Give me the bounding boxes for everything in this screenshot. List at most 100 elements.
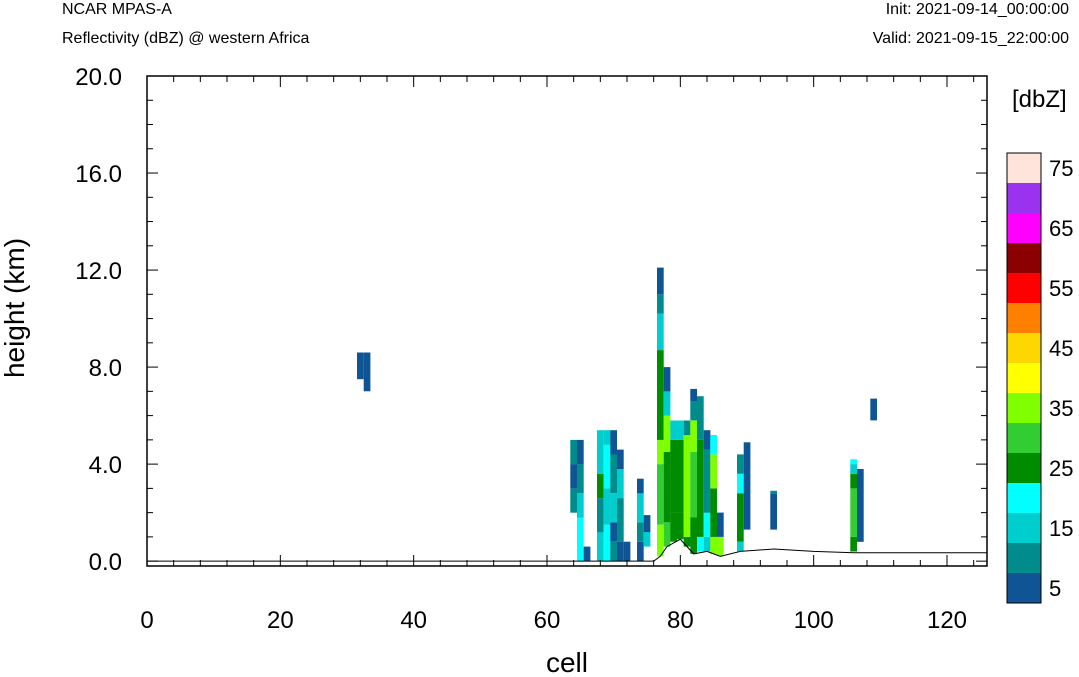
colorbar-swatch (1007, 453, 1041, 483)
colorbar-swatch (1007, 273, 1041, 303)
x-tick-label: 80 (667, 607, 694, 634)
reflectivity-cell (677, 439, 684, 513)
reflectivity-cell (637, 522, 644, 542)
reflectivity-cell (577, 493, 584, 518)
colorbar-label: 15 (1049, 516, 1073, 541)
reflectivity-cell (657, 350, 664, 440)
reflectivity-cell (770, 493, 777, 530)
valid-time: Valid: 2021-09-15_22:00:00 (872, 30, 1069, 47)
reflectivity-cell (850, 488, 857, 537)
reflectivity-cell (617, 541, 624, 562)
model-title: NCAR MPAS-A (62, 1, 172, 18)
reflectivity-cell (717, 536, 724, 557)
colorbar: 5 15 25 35 45 55 65 75 (1006, 152, 1073, 604)
colorbar-swatch (1007, 573, 1041, 603)
reflectivity-cell (743, 442, 751, 469)
reflectivity-cell (683, 420, 691, 436)
y-tick-label: 16.0 (75, 161, 122, 188)
colorbar-units: [dbZ] (1012, 86, 1067, 113)
colorbar-label: 65 (1049, 216, 1073, 241)
colorbar-swatch (1007, 183, 1041, 213)
reflectivity-cell (610, 541, 617, 562)
reflectivity-cell (597, 498, 604, 533)
reflectivity-cell (850, 464, 857, 474)
reflectivity-cell (663, 522, 671, 547)
colorbar-label: 35 (1049, 396, 1073, 421)
reflectivity-cell (570, 464, 577, 489)
reflectivity-cell (683, 536, 691, 547)
reflectivity-cell (657, 524, 664, 557)
reflectivity-cell (663, 391, 671, 416)
terrain-line (147, 538, 987, 562)
reflectivity-cell (357, 352, 364, 380)
reflectivity-cell (570, 488, 577, 513)
colorbar-swatch (1007, 483, 1041, 513)
reflectivity-cell (670, 512, 677, 542)
reflectivity-cell (657, 267, 664, 295)
colorbar-swatch (1007, 333, 1041, 363)
y-tick-label: 0.0 (89, 549, 122, 576)
reflectivity-cell (670, 439, 677, 513)
reflectivity-cell (717, 512, 724, 537)
reflectivity-cell (710, 454, 717, 489)
x-axis-label: cell (546, 647, 588, 677)
reflectivity-cell (710, 536, 717, 554)
reflectivity-cell (663, 452, 671, 523)
x-tick-label: 0 (140, 607, 153, 634)
reflectivity-cell (617, 498, 624, 542)
reflectivity-cell (610, 430, 617, 455)
reflectivity-cell (657, 464, 664, 525)
reflectivity-cell (603, 488, 611, 525)
colorbar-swatch (1007, 303, 1041, 333)
reflectivity-cell (603, 430, 611, 445)
reflectivity-cell (850, 536, 857, 552)
reflectivity-cell (737, 493, 744, 542)
init-time: Init: 2021-09-14_00:00:00 (885, 1, 1069, 18)
colorbar-frame (1006, 152, 1042, 604)
reflectivity-cell (690, 452, 697, 518)
reflectivity-cell (570, 439, 577, 465)
reflectivity-cell (670, 420, 677, 440)
reflectivity-cell (683, 435, 691, 537)
reflectivity-cell (657, 313, 664, 351)
colorbar-label: 45 (1049, 336, 1073, 361)
y-tick-label: 8.0 (89, 355, 122, 382)
colorbar-swatch (1007, 363, 1041, 393)
reflectivity-cell (577, 464, 584, 494)
reflectivity-cell (663, 415, 671, 452)
colorbar-swatch (1007, 153, 1041, 183)
reflectivity-cell (597, 532, 604, 562)
x-tick-label: 60 (534, 607, 561, 634)
reflectivity-cell (603, 444, 611, 489)
y-tick-label: 20.0 (75, 64, 122, 91)
reflectivity-cell (597, 430, 604, 474)
reflectivity-cell (703, 512, 711, 537)
reflectivity-cell (597, 473, 604, 499)
field-title: Reflectivity (dBZ) @ western Africa (62, 30, 310, 47)
reflectivity-cell (643, 532, 651, 547)
colorbar-label: 25 (1049, 456, 1073, 481)
reflectivity-cell (610, 522, 617, 542)
reflectivity-cell (663, 367, 671, 392)
reflectivity-cell (657, 294, 664, 314)
colorbar-label: 75 (1049, 156, 1073, 181)
reflectivity-cell (737, 473, 744, 494)
colorbar-swatch (1007, 513, 1041, 543)
reflectivity-cell (690, 401, 697, 421)
y-axis-label: height (km) (0, 238, 30, 378)
reflectivity-cell (743, 469, 751, 530)
reflectivity-cell (703, 536, 711, 552)
reflectivity-cell (710, 435, 717, 455)
reflectivity-cell (583, 546, 591, 562)
reflectivity-cell (850, 459, 857, 465)
plot-frame (146, 75, 988, 567)
colorbar-swatch (1007, 543, 1041, 573)
reflectivity-cell (623, 541, 631, 562)
colorbar-swatch (1007, 243, 1041, 273)
colorbar-label: 55 (1049, 276, 1073, 301)
colorbar-swatch (1007, 213, 1041, 243)
reflectivity-cell (697, 439, 704, 484)
colorbar-swatch (1007, 393, 1041, 423)
y-tick-label: 12.0 (75, 258, 122, 285)
